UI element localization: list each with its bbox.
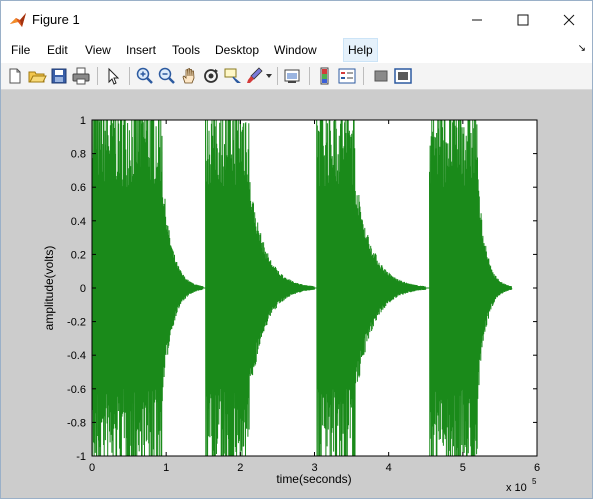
pointer-icon[interactable]: [103, 66, 123, 86]
pan-hand-icon[interactable]: [179, 66, 199, 86]
legend-icon[interactable]: [337, 66, 357, 86]
menu-insert[interactable]: Insert: [126, 43, 157, 57]
maximize-icon: [517, 14, 529, 26]
y-tick-label: -1: [76, 451, 86, 463]
menu-bar: File Edit View Insert Tools Desktop Wind…: [1, 38, 592, 63]
x-tick-label: 5: [460, 462, 466, 474]
y-axis-label: amplitude(volts): [42, 246, 56, 331]
figure-canvas: 0 1 2 3 4 5 6 1 0.8 0.6 0.4 0.2 0 -0.2 -0.4 -0.6 -0.8 -1 …: [1, 90, 592, 498]
zoom-out-icon[interactable]: [157, 66, 177, 86]
toolbar-separator: [277, 67, 278, 85]
menu-help[interactable]: Help: [343, 38, 378, 62]
x-tick-label: 2: [237, 462, 243, 474]
x-axis-exponent: x 10: [506, 482, 527, 494]
y-tick-label: 0.2: [71, 249, 86, 261]
y-tick-label: 0.4: [71, 216, 86, 228]
x-tick-label: 6: [534, 462, 540, 474]
y-tick-label: -0.2: [67, 317, 86, 329]
x-tick-label: 1: [163, 462, 169, 474]
x-tick-label: 4: [386, 462, 392, 474]
brush-dropdown-icon[interactable]: [266, 73, 272, 79]
signal-waveform: [91, 119, 513, 457]
close-icon: [563, 14, 575, 26]
y-tick-label: 0.6: [71, 182, 86, 194]
menu-overflow-icon[interactable]: ↘: [577, 43, 586, 54]
open-file-icon[interactable]: [27, 66, 47, 86]
show-plot-tools-icon[interactable]: [393, 66, 413, 86]
toolbar-separator: [129, 67, 130, 85]
figure-toolbar: [1, 63, 592, 90]
hide-plot-tools-icon[interactable]: [371, 66, 391, 86]
print-icon[interactable]: [71, 66, 91, 86]
menu-window[interactable]: Window: [274, 43, 317, 57]
y-tick-label: 0: [80, 283, 86, 295]
toolbar-separator: [97, 67, 98, 85]
new-figure-icon[interactable]: [5, 66, 25, 86]
y-tick-label: 0.8: [71, 149, 86, 161]
y-tick-label: -0.8: [67, 417, 86, 429]
data-cursor-icon[interactable]: [223, 66, 243, 86]
minimize-icon: [472, 19, 482, 21]
toolbar-separator: [363, 67, 364, 85]
x-tick-label: 3: [311, 462, 317, 474]
menu-desktop[interactable]: Desktop: [215, 43, 260, 57]
x-tick-label: 0: [89, 462, 95, 474]
x-axis-exponent-power: 5: [532, 477, 537, 486]
menu-file[interactable]: File: [11, 43, 31, 57]
x-axis-label: time(seconds): [276, 472, 351, 486]
toolbar-separator: [309, 67, 310, 85]
colorbar-icon[interactable]: [315, 66, 335, 86]
plot-figure: 0 1 2 3 4 5 610.80.60.40.20-0.2-0.4-0.6-0.8-1 …: [42, 115, 540, 494]
y-tick-label: -0.4: [67, 350, 86, 362]
title-bar: Figure 1: [1, 1, 592, 39]
brush-icon[interactable]: [245, 66, 265, 86]
y-tick-label: -0.6: [67, 384, 86, 396]
signal-burst-2: [205, 119, 315, 457]
maximize-button[interactable]: [500, 1, 546, 39]
axis-ticks: 0 1 2 3 4 5 6 1 0.8 0.6 0.4 0.2 0 -0.2 -0.4 -0.6 -0.8 -1: [67, 115, 540, 474]
signal-burst-4: [429, 119, 513, 457]
signal-burst-1: [91, 119, 204, 457]
zoom-in-icon[interactable]: [135, 66, 155, 86]
link-plot-icon[interactable]: [283, 66, 303, 86]
matlab-logo-icon: [10, 13, 26, 27]
window-title: Figure 1: [32, 12, 80, 27]
signal-burst-3: [316, 119, 427, 457]
menu-tools[interactable]: Tools: [172, 43, 201, 57]
save-icon[interactable]: [49, 66, 69, 86]
menu-edit[interactable]: Edit: [47, 43, 68, 57]
y-tick-label: 1: [80, 115, 86, 127]
rotate-3d-icon[interactable]: [201, 66, 221, 86]
close-button[interactable]: [546, 1, 592, 39]
minimize-button[interactable]: [454, 1, 500, 39]
menu-view[interactable]: View: [85, 43, 111, 57]
